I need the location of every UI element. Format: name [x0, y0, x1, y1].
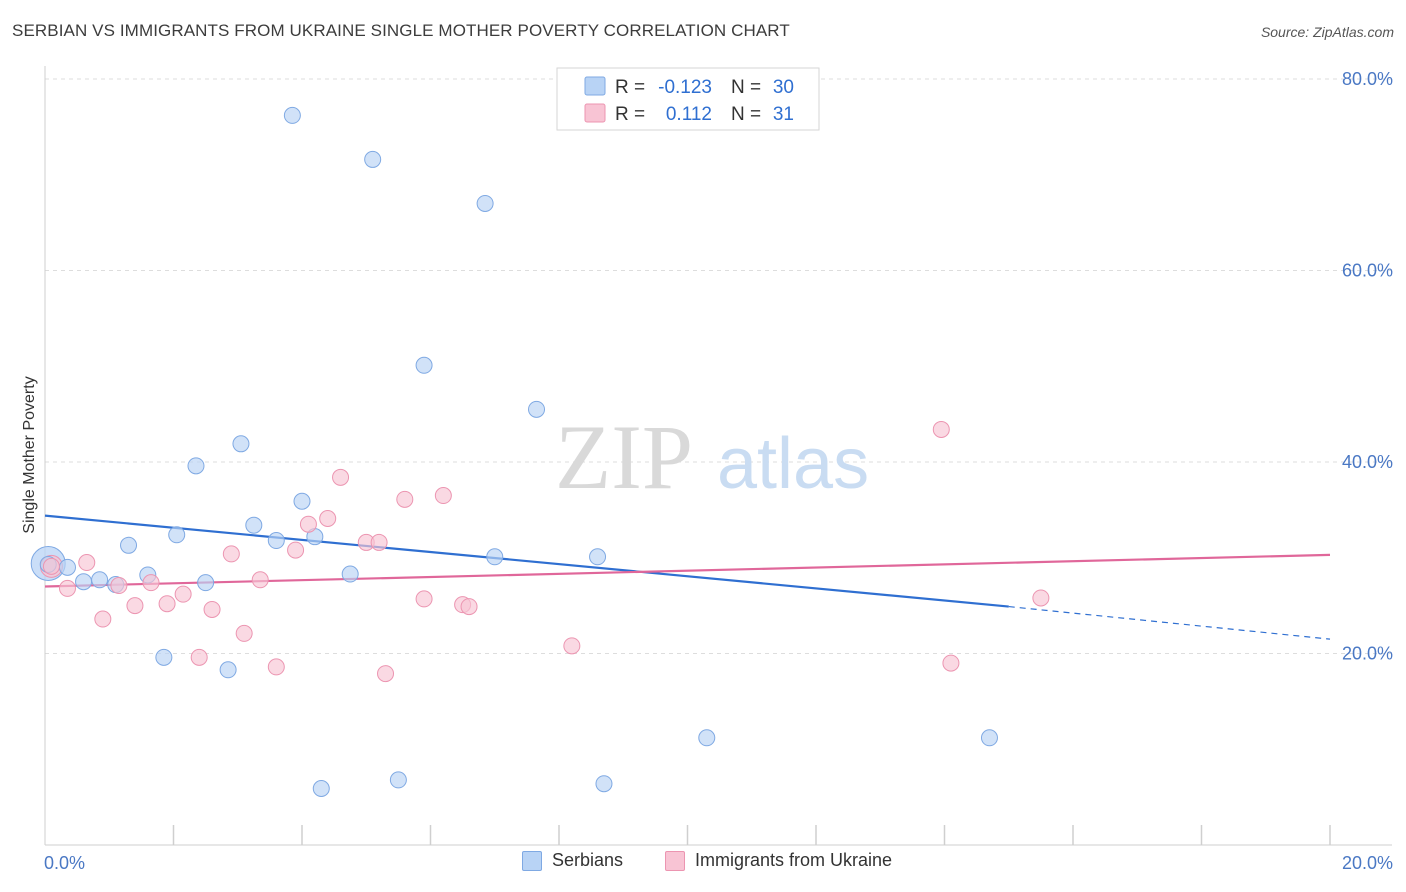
grid-lines [45, 78, 1392, 654]
legend-r-label-serbians: R = [615, 77, 645, 98]
ukraine-point [94, 610, 112, 628]
ukraine-point [235, 624, 253, 642]
legend-r-label-ukraine: R = [615, 104, 645, 125]
serbians-point [219, 661, 237, 679]
ukraine-point [158, 595, 176, 613]
ukraine-point [222, 545, 240, 563]
data-points [30, 106, 1050, 798]
x-tick-label: 0.0% [44, 853, 85, 873]
stats-legend: R = -0.123 N = 30 R = 0.112 N = 31 [556, 67, 820, 131]
serbians-point [589, 548, 607, 566]
ukraine-point [203, 600, 221, 618]
chart-title: SERBIAN VS IMMIGRANTS FROM UKRAINE SINGL… [12, 21, 790, 40]
legend-item-serbians: Serbians [522, 850, 623, 871]
legend-swatch-serbians [584, 76, 606, 96]
serbians-point [120, 536, 138, 554]
watermark-atlas: atlas [717, 424, 869, 504]
legend-r-value-serbians: -0.123 [658, 77, 712, 98]
ukraine-trend-line [44, 553, 1331, 588]
y-tick-label: 80.0% [1342, 69, 1393, 89]
legend-n-value-serbians: 30 [773, 77, 794, 98]
legend-n-value-ukraine: 31 [773, 104, 794, 125]
serbians-point [528, 400, 546, 418]
ukraine-point [287, 541, 305, 559]
serbians-point [232, 435, 250, 453]
ukraine-point [299, 515, 317, 533]
legend-swatch-serbians-bottom [522, 850, 542, 871]
serbians-point [389, 771, 407, 789]
legend-n-label-serbians: N = [731, 77, 761, 98]
ukraine-point [190, 648, 208, 666]
serbians-trend-extension [1008, 605, 1331, 640]
serbians-point [595, 775, 613, 793]
legend-n-label-ukraine: N = [731, 104, 761, 125]
ukraine-point [377, 665, 395, 683]
serbians-point [267, 532, 285, 550]
serbians-point [476, 194, 494, 212]
serbians-point [283, 106, 301, 124]
ukraine-point [142, 574, 160, 592]
serbians-point [187, 457, 205, 475]
serbians-point [293, 492, 311, 510]
y-tick-label: 40.0% [1342, 452, 1393, 472]
serbians-point [168, 526, 186, 544]
ukraine-point [563, 637, 581, 655]
ukraine-point [932, 420, 950, 438]
ukraine-point [942, 654, 960, 672]
serbians-trend-line [44, 514, 1009, 608]
ukraine-point [126, 597, 144, 615]
serbians-point [75, 573, 93, 591]
serbians-point [312, 780, 330, 798]
serbians-point [341, 565, 359, 583]
serbians-point [415, 356, 433, 374]
legend-item-ukraine: Immigrants from Ukraine [665, 850, 892, 871]
ukraine-point [370, 533, 388, 551]
watermark-zip: ZIP [555, 406, 693, 508]
y-tick-label: 60.0% [1342, 261, 1393, 281]
ukraine-point [1032, 589, 1050, 607]
x-tick-label: 20.0% [1342, 853, 1393, 873]
serbians-point [197, 574, 215, 592]
serbians-point [155, 648, 173, 666]
watermark: ZIP atlas [555, 406, 869, 508]
ukraine-point [460, 598, 478, 616]
legend-r-value-ukraine: 0.112 [666, 104, 712, 125]
ukraine-point [251, 571, 269, 589]
ukraine-point [110, 577, 128, 595]
ukraine-point [332, 468, 350, 486]
trend-lines [44, 514, 1331, 640]
y-axis-label: Single Mother Poverty [21, 376, 38, 533]
legend-swatch-ukraine [584, 103, 606, 123]
serbians-point [698, 729, 716, 747]
ukraine-point [174, 585, 192, 603]
ukraine-point [267, 658, 285, 676]
axes [44, 66, 1392, 846]
serbians-point [245, 516, 263, 534]
y-tick-label: 20.0% [1342, 644, 1393, 664]
ukraine-point [396, 490, 414, 508]
ukraine-point [415, 590, 433, 608]
serbians-point [980, 729, 998, 747]
legend-swatch-ukraine-bottom [665, 850, 685, 871]
tick-labels: 20.0% 40.0% 60.0% 80.0% 0.0% 20.0% [44, 69, 1393, 873]
ukraine-point [319, 509, 337, 527]
serbians-point [58, 558, 76, 576]
chart-source: Source: ZipAtlas.com [1260, 24, 1394, 40]
ukraine-point [42, 557, 60, 575]
serbians-point [91, 571, 109, 589]
serbians-point [364, 150, 382, 168]
serbians-point [486, 548, 504, 566]
ukraine-point [434, 487, 452, 505]
ukraine-point [78, 554, 96, 572]
legend-label-ukraine: Immigrants from Ukraine [695, 850, 893, 870]
ukraine-point [58, 579, 76, 597]
legend-label-serbians: Serbians [552, 850, 624, 870]
